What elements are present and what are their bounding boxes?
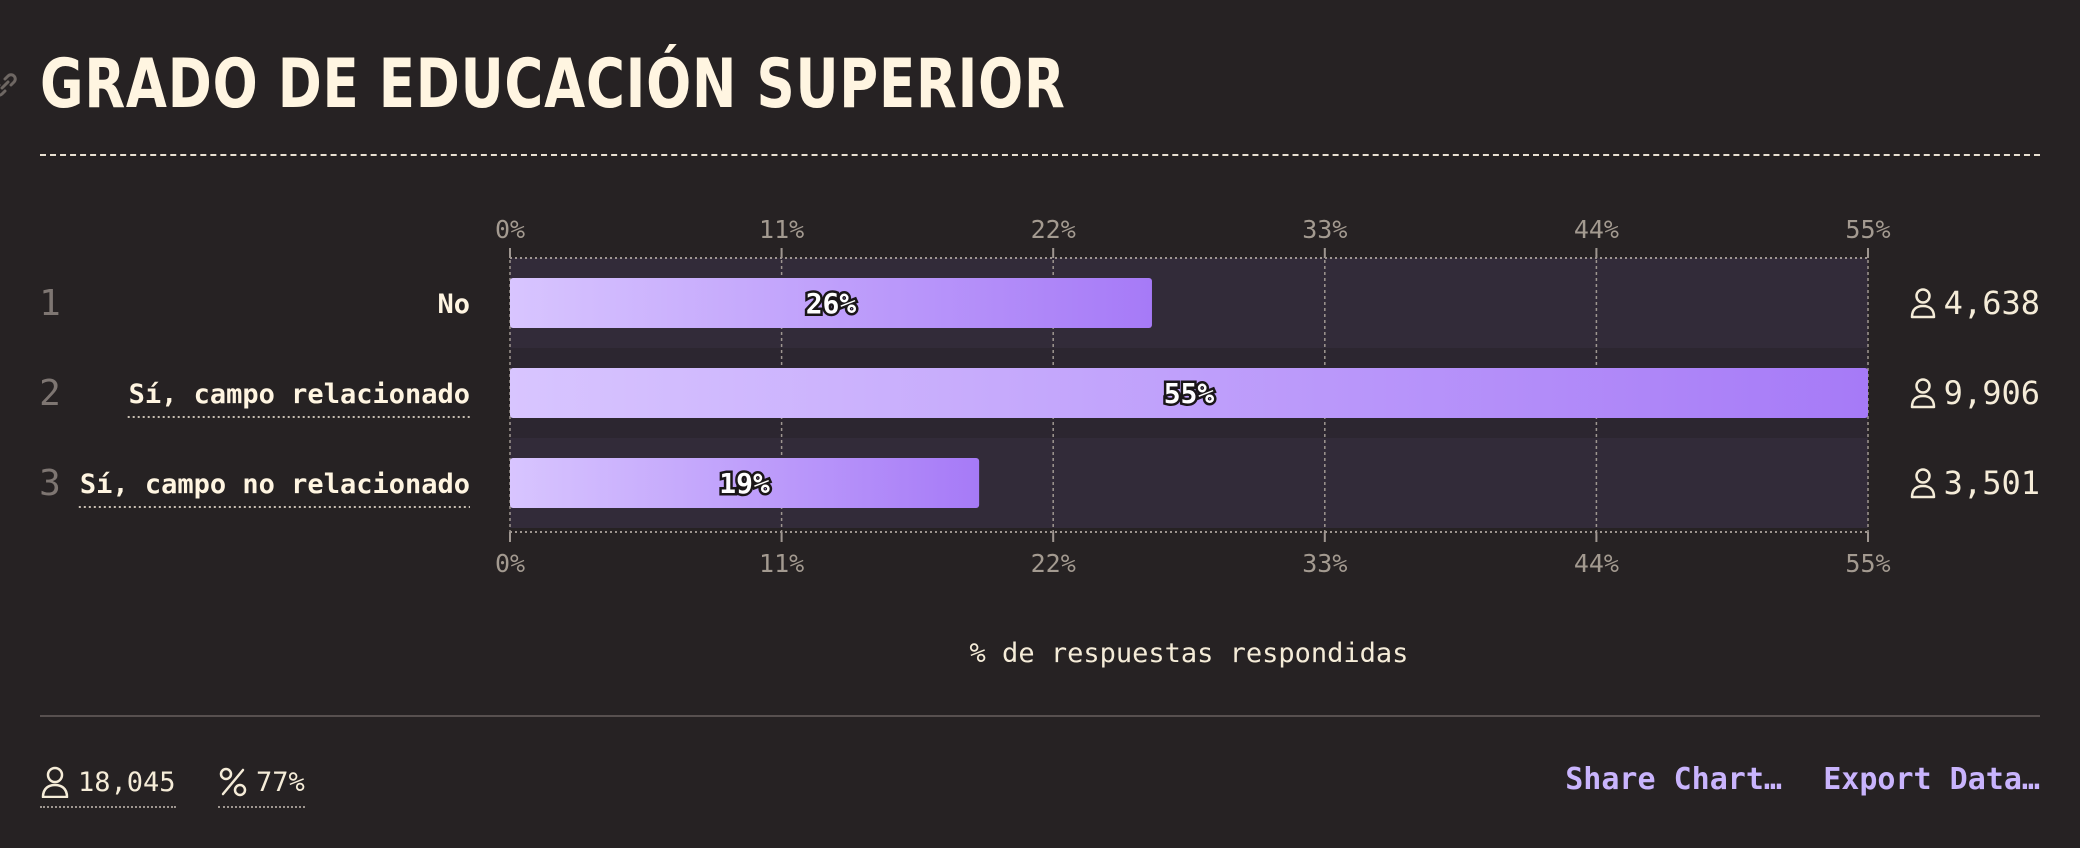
x-tick-label-bottom: 44% bbox=[1574, 549, 1619, 578]
person-icon bbox=[41, 766, 69, 798]
bar[interactable] bbox=[510, 368, 1868, 418]
share-chart-button[interactable]: Share Chart… bbox=[1565, 762, 1782, 797]
x-tick-label-top: 0% bbox=[495, 215, 525, 244]
x-tick-label-top: 11% bbox=[759, 215, 804, 244]
percent-icon bbox=[219, 767, 247, 797]
title-divider bbox=[40, 154, 2040, 156]
category-label[interactable]: Sí, campo relacionado bbox=[129, 379, 470, 410]
x-tick-label-bottom: 55% bbox=[1845, 549, 1890, 578]
bar-value-label: 55% bbox=[1164, 377, 1215, 410]
person-icon bbox=[1910, 468, 1936, 499]
x-tick-label-bottom: 33% bbox=[1302, 549, 1347, 578]
response-rate-stat: 77% bbox=[218, 760, 305, 808]
x-tick-label-top: 33% bbox=[1302, 215, 1347, 244]
bar[interactable] bbox=[510, 278, 1152, 328]
x-tick-label-top: 44% bbox=[1574, 215, 1619, 244]
person-icon-body bbox=[1910, 304, 1936, 319]
bar-chart: 0% 0% 11% 11% 22% 22% 33% 33% 44% 44% 55% 55% 26% 1 No… bbox=[39, 215, 2040, 669]
person-icon bbox=[1910, 288, 1936, 319]
respondent-count: 9,906 bbox=[1944, 374, 2040, 412]
respondents-stat: 18,045 bbox=[40, 760, 176, 808]
rank-label: 1 bbox=[39, 283, 61, 324]
x-axis-title: % de respuestas respondidas bbox=[970, 638, 1409, 669]
person-icon-head bbox=[1915, 378, 1931, 394]
respondent-count: 4,638 bbox=[1944, 284, 2040, 322]
x-tick-label-bottom: 11% bbox=[759, 549, 804, 578]
response-rate-value: 77% bbox=[256, 766, 305, 798]
x-tick-label-bottom: 0% bbox=[495, 549, 525, 578]
person-icon-body bbox=[1910, 484, 1936, 499]
category-label[interactable]: No bbox=[437, 289, 470, 320]
x-tick-label-top: 22% bbox=[1031, 215, 1076, 244]
respondent-count: 3,501 bbox=[1944, 464, 2040, 502]
x-tick-label-bottom: 22% bbox=[1031, 549, 1076, 578]
bar-value-label: 26% bbox=[806, 287, 857, 320]
person-icon-body bbox=[1910, 394, 1936, 409]
rank-label: 3 bbox=[39, 463, 61, 504]
category-label[interactable]: Sí, campo no relacionado bbox=[80, 469, 470, 500]
person-icon-head bbox=[1915, 468, 1931, 484]
footer-divider bbox=[40, 715, 2040, 717]
respondents-count: 18,045 bbox=[78, 766, 176, 798]
rank-label: 2 bbox=[39, 373, 61, 414]
bar-value-label: 19% bbox=[719, 467, 770, 500]
x-tick-label-top: 55% bbox=[1845, 215, 1890, 244]
bar[interactable] bbox=[510, 458, 980, 508]
person-icon-head bbox=[1915, 288, 1931, 304]
link-icon[interactable] bbox=[0, 70, 20, 100]
page-title: GRADO DE EDUCACIÓN SUPERIOR bbox=[40, 45, 1066, 124]
export-data-button[interactable]: Export Data… bbox=[1823, 762, 2040, 797]
person-icon bbox=[1910, 378, 1936, 409]
